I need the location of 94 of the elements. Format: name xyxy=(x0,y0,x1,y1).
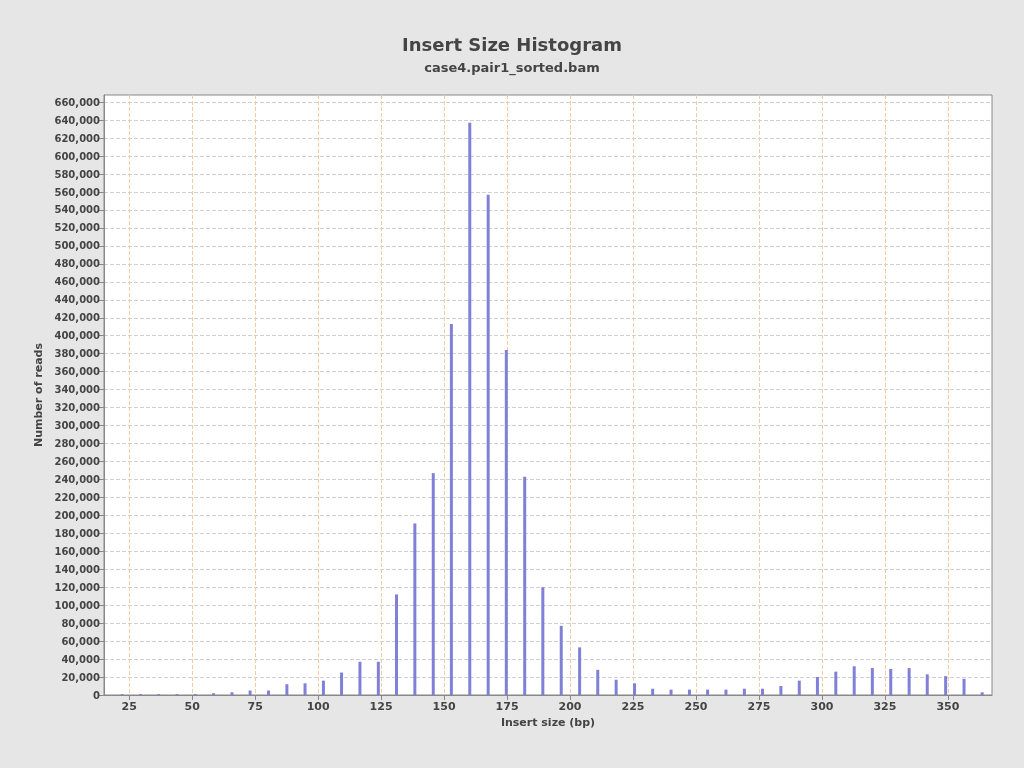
x-tick-label: 175 xyxy=(495,700,519,713)
bar xyxy=(633,683,637,695)
bar xyxy=(449,324,453,695)
bar xyxy=(376,661,380,695)
y-tick-label: 500,000 xyxy=(54,240,101,252)
x-tick-label: 225 xyxy=(621,700,645,713)
bar xyxy=(724,689,728,695)
bar xyxy=(541,587,545,695)
bar xyxy=(248,690,252,695)
bar xyxy=(742,688,746,695)
y-tick-label: 280,000 xyxy=(54,438,101,449)
bar xyxy=(687,689,691,695)
x-tick-label: 300 xyxy=(810,700,834,713)
bar xyxy=(834,671,838,695)
y-tick-label: 80,000 xyxy=(61,617,101,629)
y-tick-label: 0 xyxy=(93,689,101,701)
bar xyxy=(779,686,783,695)
y-tick-label: 400,000 xyxy=(54,330,101,342)
bar xyxy=(230,692,234,695)
bar xyxy=(852,666,856,695)
bar xyxy=(486,194,490,695)
bar xyxy=(980,692,984,695)
bar xyxy=(870,668,874,695)
y-axis-title: Number of reads xyxy=(31,342,45,447)
y-tick-label: 520,000 xyxy=(54,222,101,234)
x-tick-label: 150 xyxy=(432,700,456,713)
bar xyxy=(431,473,435,695)
bar xyxy=(559,625,563,695)
x-axis-title: Insert size (bp) xyxy=(500,716,596,729)
y-tick-label: 140,000 xyxy=(54,563,101,575)
bar xyxy=(468,122,472,695)
bar xyxy=(303,683,307,695)
y-tick-label: 40,000 xyxy=(61,653,101,665)
y-tick-label: 240,000 xyxy=(54,473,101,485)
bar xyxy=(669,689,673,695)
bar xyxy=(651,688,655,695)
y-tick-label: 560,000 xyxy=(54,186,101,198)
bar xyxy=(413,523,417,695)
x-tick-label: 275 xyxy=(747,700,771,713)
bar xyxy=(797,680,801,695)
bar xyxy=(321,680,325,695)
x-tick-label: 50 xyxy=(184,700,201,713)
bar xyxy=(944,676,948,695)
bar xyxy=(925,674,929,695)
y-tick-label: 340,000 xyxy=(54,384,101,396)
y-tick-label: 420,000 xyxy=(54,312,101,324)
y-tick-label: 540,000 xyxy=(54,204,101,216)
x-tick-label: 125 xyxy=(369,700,393,713)
y-tick-label: 260,000 xyxy=(54,455,101,467)
y-tick-label: 360,000 xyxy=(54,366,101,378)
y-tick-label: 440,000 xyxy=(54,294,101,306)
y-tick-label: 320,000 xyxy=(54,402,101,414)
y-tick-label: 60,000 xyxy=(61,635,101,647)
bar xyxy=(578,647,582,695)
bar xyxy=(889,668,893,695)
x-tick-label: 200 xyxy=(558,700,582,713)
y-tick-label: 660,000 xyxy=(54,96,101,108)
x-tick-label: 250 xyxy=(684,700,708,713)
x-tick-label: 350 xyxy=(936,700,960,713)
bar xyxy=(761,688,765,695)
y-tick-label: 200,000 xyxy=(54,509,101,521)
x-tick-label: 75 xyxy=(247,700,263,713)
y-tick-label: 120,000 xyxy=(54,581,101,593)
x-tick-label: 325 xyxy=(873,700,897,713)
y-tick-label: 300,000 xyxy=(54,420,101,432)
bar xyxy=(523,476,527,695)
bar xyxy=(706,689,710,695)
x-tick-label: 25 xyxy=(121,700,137,713)
bar xyxy=(358,661,362,695)
bar xyxy=(394,594,398,695)
bar xyxy=(907,668,911,695)
bar xyxy=(596,669,600,695)
x-tick-label: 100 xyxy=(306,700,330,713)
bar xyxy=(614,679,618,695)
bar xyxy=(340,672,344,695)
y-tick-label: 160,000 xyxy=(54,545,101,557)
chart-subtitle: case4.pair1_sorted.bam xyxy=(424,60,600,76)
bar xyxy=(285,684,289,695)
bar xyxy=(504,350,508,695)
y-tick-label: 480,000 xyxy=(54,258,101,270)
bar xyxy=(815,677,819,695)
bar xyxy=(267,690,270,695)
y-tick-label: 20,000 xyxy=(61,671,101,683)
y-tick-label: 180,000 xyxy=(54,527,101,539)
y-tick-label: 460,000 xyxy=(54,276,101,288)
y-tick-label: 600,000 xyxy=(54,150,101,162)
y-tick-label: 580,000 xyxy=(54,168,101,180)
bar xyxy=(962,678,966,695)
y-tick-label: 620,000 xyxy=(54,132,101,144)
chart-title: Insert Size Histogram xyxy=(402,33,622,55)
y-tick-label: 380,000 xyxy=(54,348,101,360)
y-tick-label: 220,000 xyxy=(54,491,101,503)
y-tick-label: 640,000 xyxy=(54,114,101,126)
y-tick-label: 100,000 xyxy=(54,599,101,611)
